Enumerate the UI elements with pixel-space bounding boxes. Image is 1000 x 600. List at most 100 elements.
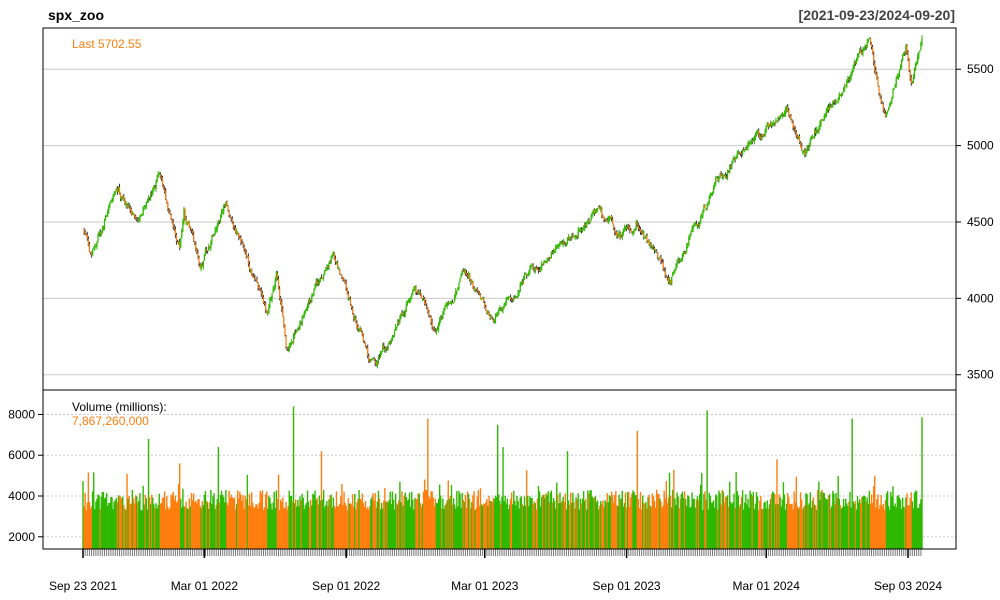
volume-bar [593,497,596,549]
volume-bar [345,505,347,549]
volume-bar [804,504,806,549]
price-candle [143,205,145,208]
price-candle [771,123,773,126]
volume-bar [900,508,903,549]
volume-bar [825,499,828,549]
price-candle [593,209,595,214]
volume-bar [295,499,297,549]
volume-bar [637,498,640,549]
price-candle [161,177,164,186]
price-candle [329,261,331,263]
volume-bar [752,491,755,549]
price-candle [573,235,575,237]
volume-bar [432,497,434,549]
volume-bar [220,490,223,549]
volume-bar [113,501,115,549]
price-candle [794,128,796,132]
volume-bar [104,497,107,549]
price-candle [628,225,630,228]
volume-bar [589,490,591,549]
price-candle [651,246,653,248]
price-candle [168,210,170,212]
volume-bar [751,495,753,549]
price-candle [354,317,356,320]
volume-bar [400,502,402,549]
volume-bar [384,488,386,549]
volume-bar [698,494,701,549]
volume-bar [426,489,428,549]
volume-bar [799,492,802,549]
price-candle [667,277,670,283]
volume-bar [117,495,120,549]
x-tick-label: Sep 23 2021 [49,579,117,593]
volume-bar [210,489,212,549]
volume-bar [234,509,237,549]
price-candle [538,269,541,271]
volume-bar [124,508,126,549]
volume-bar [470,508,472,549]
price-y-tick-label: 5500 [967,62,994,76]
price-candle [690,231,692,235]
volume-bar [250,492,253,549]
price-candle [889,103,891,107]
price-candle [337,262,339,269]
price-candle [273,286,275,290]
volume-bar [839,505,842,549]
volume-bar [458,490,460,549]
volume-bar [268,495,270,549]
price-candle [513,298,515,300]
price-candle [195,243,197,250]
volume-bar [308,507,311,549]
price-candle [268,307,270,314]
volume-bar [202,505,205,549]
price-candle [911,82,913,84]
price-candle [909,69,911,79]
price-candle [800,142,802,147]
volume-bar [794,501,796,549]
price-candle [660,257,662,262]
price-candle [106,215,108,217]
volume-bar [816,509,818,549]
price-candle [802,151,804,153]
volume-bar [127,498,129,549]
price-candle [237,231,239,235]
volume-bar [167,506,169,549]
volume-bar [334,508,337,549]
price-candle [879,94,881,98]
volume-bar [378,498,381,549]
volume-bar [259,490,261,549]
volume-bar [585,498,587,549]
volume-bar [185,501,187,549]
price-candle [584,223,586,229]
volume-last-value: 7,867,260,000 [72,414,149,428]
volume-bar [433,506,435,549]
price-candle [696,225,699,227]
price-candle [797,136,800,138]
price-candle [400,313,402,319]
price-candle [442,313,444,319]
volume-bar [616,505,618,549]
volume-bar [157,505,159,549]
volume-bar [203,494,206,549]
price-candle [88,244,91,252]
price-candle [740,153,743,155]
price-candle [213,235,215,237]
last-price-label: Last 5702.55 [72,37,142,51]
volume-bar [115,498,118,549]
price-candle [378,356,381,358]
price-gridlines [43,68,956,376]
volume-bar [747,498,749,549]
price-candle [498,309,500,314]
volume-bar [386,501,388,549]
price-candle [904,52,906,54]
price-candle [367,347,369,356]
volume-bar [444,505,446,549]
price-candle [719,174,721,178]
price-candle [532,265,534,268]
volume-bar [865,501,867,549]
price-candle [509,297,512,299]
price-candle [610,215,613,219]
price-candle [515,297,517,299]
price-candle [107,210,109,216]
price-candle [768,125,771,127]
